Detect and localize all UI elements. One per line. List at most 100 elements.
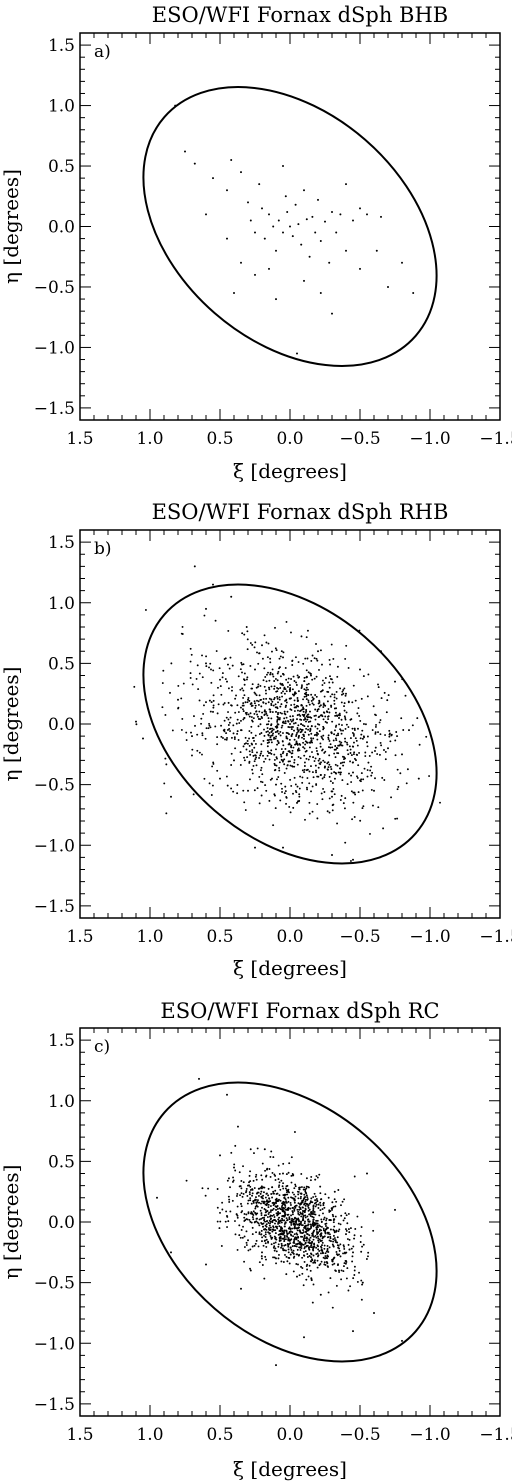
data-point — [293, 693, 296, 696]
x-tick-label: 1.0 — [136, 429, 163, 449]
y-tick-label: 1.5 — [48, 36, 75, 56]
data-point — [320, 1232, 323, 1235]
data-point — [243, 743, 246, 745]
data-points — [156, 1077, 403, 1367]
data-point — [270, 685, 273, 688]
data-point — [239, 751, 242, 754]
y-tick-label: −1.5 — [34, 399, 75, 419]
data-point — [360, 778, 363, 781]
data-point — [366, 769, 369, 771]
data-point — [259, 1209, 262, 1212]
x-tick-label: −0.5 — [339, 429, 380, 449]
data-point — [282, 1215, 285, 1218]
data-point — [226, 237, 228, 240]
data-point — [287, 677, 290, 680]
data-point — [308, 1264, 311, 1267]
data-point — [308, 746, 311, 749]
data-point — [303, 279, 305, 282]
data-point — [227, 1220, 230, 1223]
data-point — [276, 1227, 279, 1230]
data-point — [369, 769, 372, 772]
data-point — [307, 682, 310, 685]
y-tick-label: −1.0 — [34, 836, 75, 856]
y-axis-label: η [degrees] — [0, 1165, 23, 1280]
data-point — [288, 742, 291, 745]
data-point — [374, 746, 377, 749]
data-point — [245, 1230, 248, 1233]
data-point — [263, 734, 266, 737]
data-point — [262, 1194, 265, 1197]
data-point — [405, 782, 408, 785]
data-point — [292, 1174, 294, 1177]
data-point — [219, 678, 221, 681]
data-point — [293, 776, 296, 779]
data-point — [295, 681, 298, 684]
data-point — [269, 657, 272, 660]
data-point — [359, 737, 362, 740]
data-point — [256, 787, 259, 790]
data-point — [315, 1175, 318, 1177]
data-point — [254, 734, 257, 737]
data-point — [230, 787, 233, 790]
data-point — [265, 1223, 268, 1226]
data-point — [276, 1199, 279, 1202]
data-point — [321, 1250, 324, 1252]
data-point — [254, 273, 256, 276]
data-point — [361, 729, 364, 732]
data-point — [315, 695, 318, 698]
data-point — [290, 1221, 293, 1224]
data-point — [304, 818, 306, 821]
data-point — [289, 811, 292, 814]
data-point — [284, 688, 287, 691]
data-point — [289, 225, 291, 228]
data-point — [329, 1235, 332, 1238]
data-point — [303, 1211, 306, 1214]
data-point — [279, 705, 282, 708]
data-point — [296, 727, 299, 729]
data-point — [330, 643, 333, 646]
data-point — [247, 713, 250, 716]
data-point — [337, 1246, 340, 1249]
data-point — [303, 1336, 305, 1339]
data-point — [255, 686, 258, 689]
data-point — [278, 1221, 281, 1224]
data-point — [278, 1239, 281, 1242]
data-point — [243, 679, 246, 682]
data-point — [352, 801, 355, 804]
data-point — [274, 626, 276, 629]
data-point — [191, 748, 194, 751]
data-point — [274, 807, 277, 810]
data-point — [215, 650, 218, 652]
data-point — [307, 1206, 310, 1209]
data-point — [299, 710, 301, 713]
data-point — [328, 1246, 331, 1249]
data-point — [397, 785, 400, 788]
data-point — [238, 1171, 241, 1174]
data-point — [306, 1244, 309, 1247]
data-point — [249, 1197, 252, 1200]
data-point — [278, 1194, 281, 1197]
data-point — [282, 750, 285, 753]
data-point — [315, 731, 318, 734]
data-point — [336, 764, 339, 767]
data-point — [367, 1251, 370, 1254]
data-point — [295, 684, 298, 686]
data-point — [308, 755, 311, 758]
data-point — [302, 1238, 305, 1241]
data-point — [307, 701, 310, 704]
data-point — [297, 705, 300, 708]
data-point — [316, 1219, 319, 1222]
data-point — [235, 1213, 238, 1216]
data-point — [296, 742, 299, 745]
data-point — [321, 1251, 324, 1254]
data-point — [366, 695, 369, 698]
data-point — [246, 756, 249, 759]
data-point — [313, 1259, 316, 1262]
data-point — [297, 690, 300, 693]
data-point — [302, 706, 305, 709]
data-point — [281, 1247, 284, 1250]
data-point — [310, 1210, 313, 1213]
data-point — [343, 1198, 346, 1201]
data-point — [283, 1240, 286, 1243]
